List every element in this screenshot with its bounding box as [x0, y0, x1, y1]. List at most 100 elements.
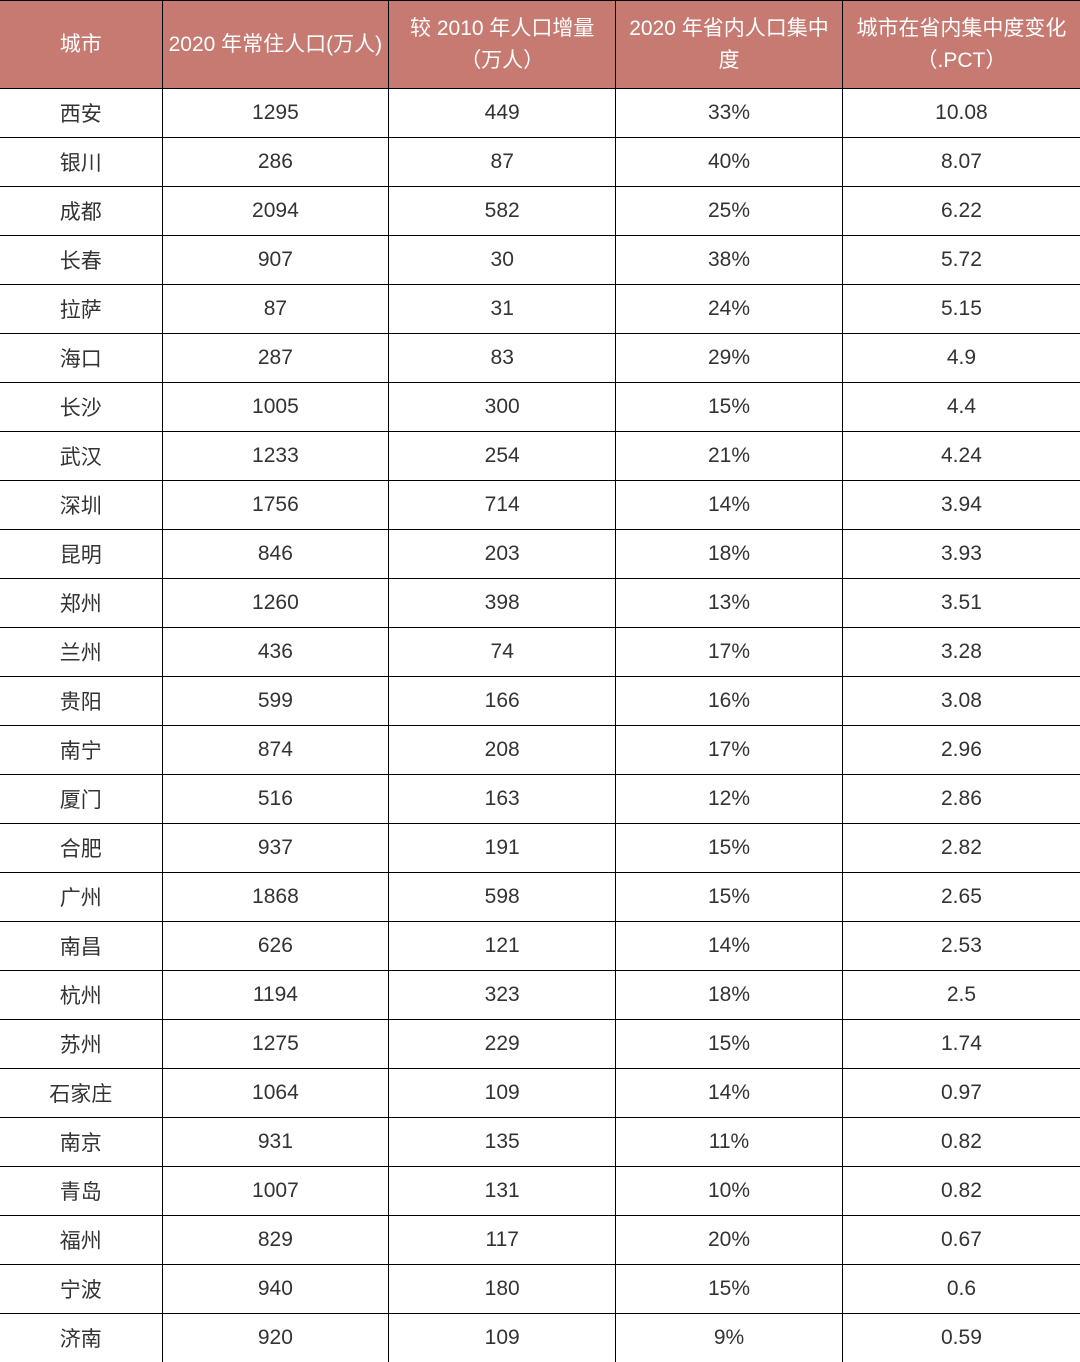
cell-concentration: 21%: [616, 432, 843, 481]
table-row: 福州82911720%0.67: [0, 1216, 1080, 1265]
cell-city: 深圳: [0, 481, 162, 530]
cell-pct-change: 3.28: [842, 628, 1080, 677]
cell-pop2020: 1275: [162, 1020, 389, 1069]
cell-increase: 109: [389, 1314, 616, 1362]
header-pct-change: 城市在省内集中度变化（.PCT）: [842, 1, 1080, 89]
cell-pop2020: 1233: [162, 432, 389, 481]
table-row: 郑州126039813%3.51: [0, 579, 1080, 628]
cell-concentration: 17%: [616, 628, 843, 677]
table-row: 青岛100713110%0.82: [0, 1167, 1080, 1216]
cell-increase: 74: [389, 628, 616, 677]
cell-pct-change: 4.24: [842, 432, 1080, 481]
table-row: 广州186859815%2.65: [0, 873, 1080, 922]
cell-city: 合肥: [0, 824, 162, 873]
table-header: 城市 2020 年常住人口(万人) 较 2010 年人口增量（万人） 2020 …: [0, 1, 1080, 89]
cell-increase: 121: [389, 922, 616, 971]
cell-pop2020: 846: [162, 530, 389, 579]
cell-pop2020: 1064: [162, 1069, 389, 1118]
header-concentration: 2020 年省内人口集中度: [616, 1, 843, 89]
cell-increase: 398: [389, 579, 616, 628]
header-pop2020: 2020 年常住人口(万人): [162, 1, 389, 89]
cell-city: 银川: [0, 138, 162, 187]
cell-concentration: 16%: [616, 677, 843, 726]
cell-city: 南京: [0, 1118, 162, 1167]
cell-pct-change: 3.08: [842, 677, 1080, 726]
table-body: 西安129544933%10.08银川2868740%8.07成都2094582…: [0, 89, 1080, 1362]
cell-increase: 582: [389, 187, 616, 236]
cell-pop2020: 2094: [162, 187, 389, 236]
cell-concentration: 15%: [616, 1020, 843, 1069]
cell-city: 厦门: [0, 775, 162, 824]
cell-city: 武汉: [0, 432, 162, 481]
cell-increase: 109: [389, 1069, 616, 1118]
cell-city: 宁波: [0, 1265, 162, 1314]
cell-increase: 203: [389, 530, 616, 579]
cell-pop2020: 1868: [162, 873, 389, 922]
cell-increase: 191: [389, 824, 616, 873]
cell-city: 贵阳: [0, 677, 162, 726]
cell-city: 广州: [0, 873, 162, 922]
cell-increase: 254: [389, 432, 616, 481]
cell-pct-change: 5.15: [842, 285, 1080, 334]
cell-city: 南宁: [0, 726, 162, 775]
cell-concentration: 33%: [616, 89, 843, 138]
cell-pct-change: 5.72: [842, 236, 1080, 285]
table-row: 深圳175671414%3.94: [0, 481, 1080, 530]
population-table-container: 城市 2020 年常住人口(万人) 较 2010 年人口增量（万人） 2020 …: [0, 0, 1080, 1362]
cell-pop2020: 1194: [162, 971, 389, 1020]
cell-concentration: 15%: [616, 824, 843, 873]
table-row: 昆明84620318%3.93: [0, 530, 1080, 579]
cell-concentration: 18%: [616, 530, 843, 579]
cell-city: 南昌: [0, 922, 162, 971]
cell-city: 昆明: [0, 530, 162, 579]
cell-pop2020: 829: [162, 1216, 389, 1265]
cell-city: 海口: [0, 334, 162, 383]
cell-city: 长春: [0, 236, 162, 285]
cell-pct-change: 2.5: [842, 971, 1080, 1020]
cell-concentration: 10%: [616, 1167, 843, 1216]
cell-pct-change: 2.65: [842, 873, 1080, 922]
cell-increase: 135: [389, 1118, 616, 1167]
cell-concentration: 14%: [616, 481, 843, 530]
table-row: 兰州4367417%3.28: [0, 628, 1080, 677]
cell-pct-change: 0.82: [842, 1167, 1080, 1216]
cell-concentration: 25%: [616, 187, 843, 236]
cell-concentration: 24%: [616, 285, 843, 334]
cell-concentration: 15%: [616, 1265, 843, 1314]
cell-concentration: 15%: [616, 383, 843, 432]
table-row: 南京93113511%0.82: [0, 1118, 1080, 1167]
table-row: 南昌62612114%2.53: [0, 922, 1080, 971]
table-row: 合肥93719115%2.82: [0, 824, 1080, 873]
table-row: 苏州127522915%1.74: [0, 1020, 1080, 1069]
cell-pct-change: 0.67: [842, 1216, 1080, 1265]
table-row: 银川2868740%8.07: [0, 138, 1080, 187]
cell-city: 西安: [0, 89, 162, 138]
table-row: 长沙100530015%4.4: [0, 383, 1080, 432]
cell-pct-change: 4.9: [842, 334, 1080, 383]
cell-pop2020: 1005: [162, 383, 389, 432]
table-row: 贵阳59916616%3.08: [0, 677, 1080, 726]
cell-city: 杭州: [0, 971, 162, 1020]
cell-increase: 598: [389, 873, 616, 922]
cell-pct-change: 3.94: [842, 481, 1080, 530]
cell-pop2020: 287: [162, 334, 389, 383]
cell-increase: 180: [389, 1265, 616, 1314]
cell-increase: 31: [389, 285, 616, 334]
cell-concentration: 14%: [616, 922, 843, 971]
cell-increase: 449: [389, 89, 616, 138]
table-row: 武汉123325421%4.24: [0, 432, 1080, 481]
cell-pct-change: 1.74: [842, 1020, 1080, 1069]
cell-city: 苏州: [0, 1020, 162, 1069]
table-row: 宁波94018015%0.6: [0, 1265, 1080, 1314]
cell-concentration: 11%: [616, 1118, 843, 1167]
cell-pop2020: 931: [162, 1118, 389, 1167]
cell-pop2020: 516: [162, 775, 389, 824]
cell-pct-change: 2.53: [842, 922, 1080, 971]
cell-pop2020: 1756: [162, 481, 389, 530]
cell-pct-change: 0.59: [842, 1314, 1080, 1362]
cell-pop2020: 907: [162, 236, 389, 285]
cell-pct-change: 0.6: [842, 1265, 1080, 1314]
cell-concentration: 15%: [616, 873, 843, 922]
cell-pop2020: 937: [162, 824, 389, 873]
cell-pct-change: 6.22: [842, 187, 1080, 236]
